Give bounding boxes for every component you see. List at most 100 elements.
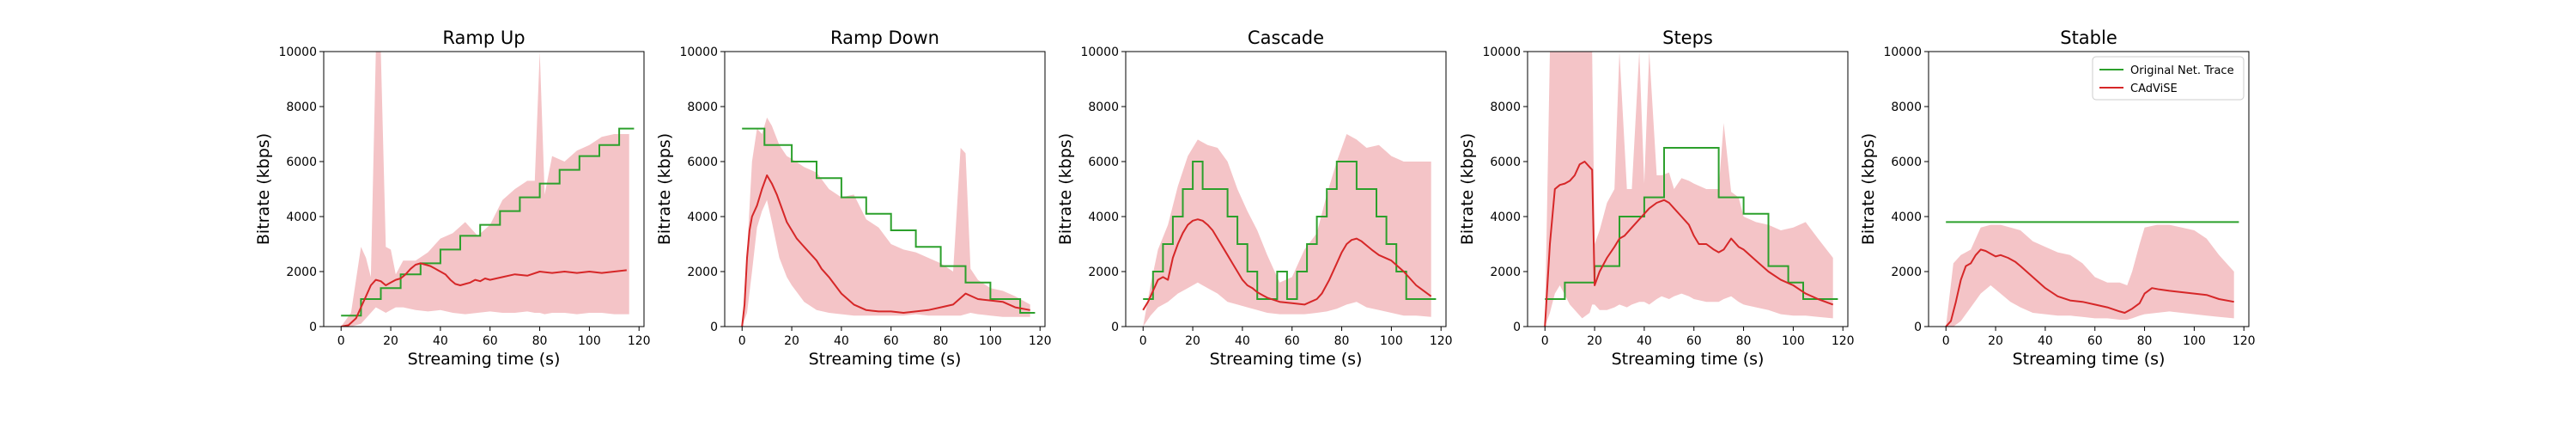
y-axis-label: Bitrate (kbps) — [1056, 133, 1075, 245]
x-tick-label: 40 — [433, 334, 448, 348]
axes-frame — [323, 51, 645, 327]
original-trace-line — [742, 127, 1036, 314]
x-tick-label: 120 — [628, 334, 651, 348]
y-tick-label: 0 — [1914, 321, 1922, 334]
y-tick-label: 10000 — [679, 46, 718, 59]
chart-panel-cascade: 0 20 40 60 80 100 120 0 2000 4000 6000 8000 10000 Str… — [1056, 28, 1453, 369]
x-tick-label: 0 — [738, 334, 746, 348]
x-axis-label: Streaming time (s) — [2013, 350, 2166, 369]
y-tick-label: 2000 — [1490, 266, 1521, 279]
panel-title: Steps — [1662, 28, 1713, 48]
y-tick-label: 4000 — [1891, 211, 1922, 224]
x-tick-label: 0 — [337, 334, 345, 348]
y-tick-label: 10000 — [278, 46, 317, 59]
legend-original-label: Original Net. Trace — [2130, 64, 2234, 77]
y-tick-label: 6000 — [1490, 156, 1521, 169]
axes-frame — [1125, 51, 1447, 327]
x-tick-label: 20 — [1587, 334, 1602, 348]
axes-frame — [1928, 51, 2250, 327]
y-tick-label: 6000 — [1088, 156, 1119, 169]
y-tick-label: 10000 — [1883, 46, 1922, 59]
x-tick-label: 120 — [1430, 334, 1453, 348]
y-tick-label: 10000 — [1080, 46, 1119, 59]
y-tick-label: 4000 — [1088, 211, 1119, 224]
x-tick-label: 120 — [1832, 334, 1855, 348]
cadvise-band — [341, 52, 629, 327]
legend: Original Net. Trace CAdViSE — [2092, 56, 2245, 101]
y-tick-label: 6000 — [1891, 156, 1922, 169]
x-axis-label: Streaming time (s) — [809, 350, 962, 369]
y-axis-label: Bitrate (kbps) — [655, 133, 674, 245]
x-tick-label: 0 — [1942, 334, 1950, 348]
x-tick-label: 20 — [383, 334, 398, 348]
plot-area — [1142, 134, 1437, 327]
plot-area — [341, 52, 635, 327]
x-tick-label: 60 — [1285, 334, 1300, 348]
chart-panel-stable: 0 20 40 60 80 100 120 0 2000 4000 6000 8000 10000 Str… — [1859, 28, 2256, 369]
y-tick-label: 8000 — [1891, 101, 1922, 114]
x-tick-label: 100 — [578, 334, 601, 348]
chart-panel-steps: 0 20 40 60 80 100 120 0 2000 4000 6000 8000 10000 Str… — [1458, 28, 1855, 369]
cadvise-band — [742, 117, 1030, 327]
y-tick-label: 0 — [1111, 321, 1119, 334]
axes-frame — [724, 51, 1046, 327]
y-axis-label: Bitrate (kbps) — [254, 133, 273, 245]
x-tick-label: 40 — [1637, 334, 1652, 348]
x-tick-label: 60 — [884, 334, 899, 348]
cadvise-line — [741, 174, 1030, 327]
y-tick-label: 4000 — [286, 211, 317, 224]
cadvise-band — [1143, 134, 1431, 327]
x-tick-label: 0 — [1139, 334, 1147, 348]
y-tick-label: 0 — [710, 321, 718, 334]
x-tick-label: 60 — [483, 334, 498, 348]
x-tick-label: 100 — [1380, 334, 1403, 348]
y-tick-label: 6000 — [286, 156, 317, 169]
y-tick-label: 4000 — [1490, 211, 1521, 224]
x-tick-label: 40 — [1235, 334, 1250, 348]
y-tick-label: 2000 — [1088, 266, 1119, 279]
x-axis-label: Streaming time (s) — [408, 350, 561, 369]
y-tick-label: 8000 — [1088, 101, 1119, 114]
x-tick-label: 20 — [1988, 334, 2003, 348]
x-tick-label: 20 — [784, 334, 799, 348]
plot-area — [1945, 221, 2239, 327]
y-tick-label: 0 — [309, 321, 317, 334]
y-tick-label: 10000 — [1482, 46, 1521, 59]
x-tick-label: 0 — [1541, 334, 1549, 348]
x-axis-label: Streaming time (s) — [1612, 350, 1765, 369]
chart-panel-ramp-down: 0 20 40 60 80 100 120 0 2000 4000 6000 8000 10000 Str… — [655, 28, 1052, 369]
chart-panel-ramp-up: 0 20 40 60 80 100 120 0 2000 4000 6000 8000 10000 Str… — [254, 28, 651, 369]
panel-title: Cascade — [1248, 28, 1324, 48]
original-trace-line — [341, 127, 635, 317]
y-tick-label: 8000 — [687, 101, 718, 114]
y-tick-label: 8000 — [286, 101, 317, 114]
x-tick-label: 80 — [532, 334, 548, 348]
cadvise-band — [1545, 52, 1833, 327]
plot-area — [1544, 52, 1838, 327]
y-tick-label: 6000 — [687, 156, 718, 169]
x-axis-label: Streaming time (s) — [1210, 350, 1363, 369]
x-tick-label: 60 — [1686, 334, 1702, 348]
y-tick-label: 2000 — [1891, 266, 1922, 279]
panel-title: Ramp Down — [830, 28, 939, 48]
y-tick-label: 8000 — [1490, 101, 1521, 114]
legend-cadvise-label: CAdViSE — [2130, 83, 2178, 95]
x-tick-label: 80 — [933, 334, 949, 348]
x-tick-label: 20 — [1185, 334, 1200, 348]
original-trace-line — [1143, 161, 1437, 300]
x-tick-label: 100 — [2183, 334, 2206, 348]
cadvise-line — [1945, 248, 2234, 327]
cadvise-line — [341, 262, 627, 327]
cadvise-band — [1946, 224, 2234, 327]
y-axis-label: Bitrate (kbps) — [1859, 133, 1878, 245]
y-tick-label: 2000 — [687, 266, 718, 279]
cadvise-line — [1544, 161, 1834, 327]
x-tick-label: 60 — [2087, 334, 2103, 348]
x-tick-label: 100 — [1782, 334, 1805, 348]
x-tick-label: 80 — [1736, 334, 1752, 348]
legend-box — [2092, 56, 2245, 101]
y-axis-label: Bitrate (kbps) — [1458, 133, 1477, 245]
x-tick-label: 80 — [1334, 334, 1350, 348]
cadvise-line — [1142, 218, 1432, 311]
